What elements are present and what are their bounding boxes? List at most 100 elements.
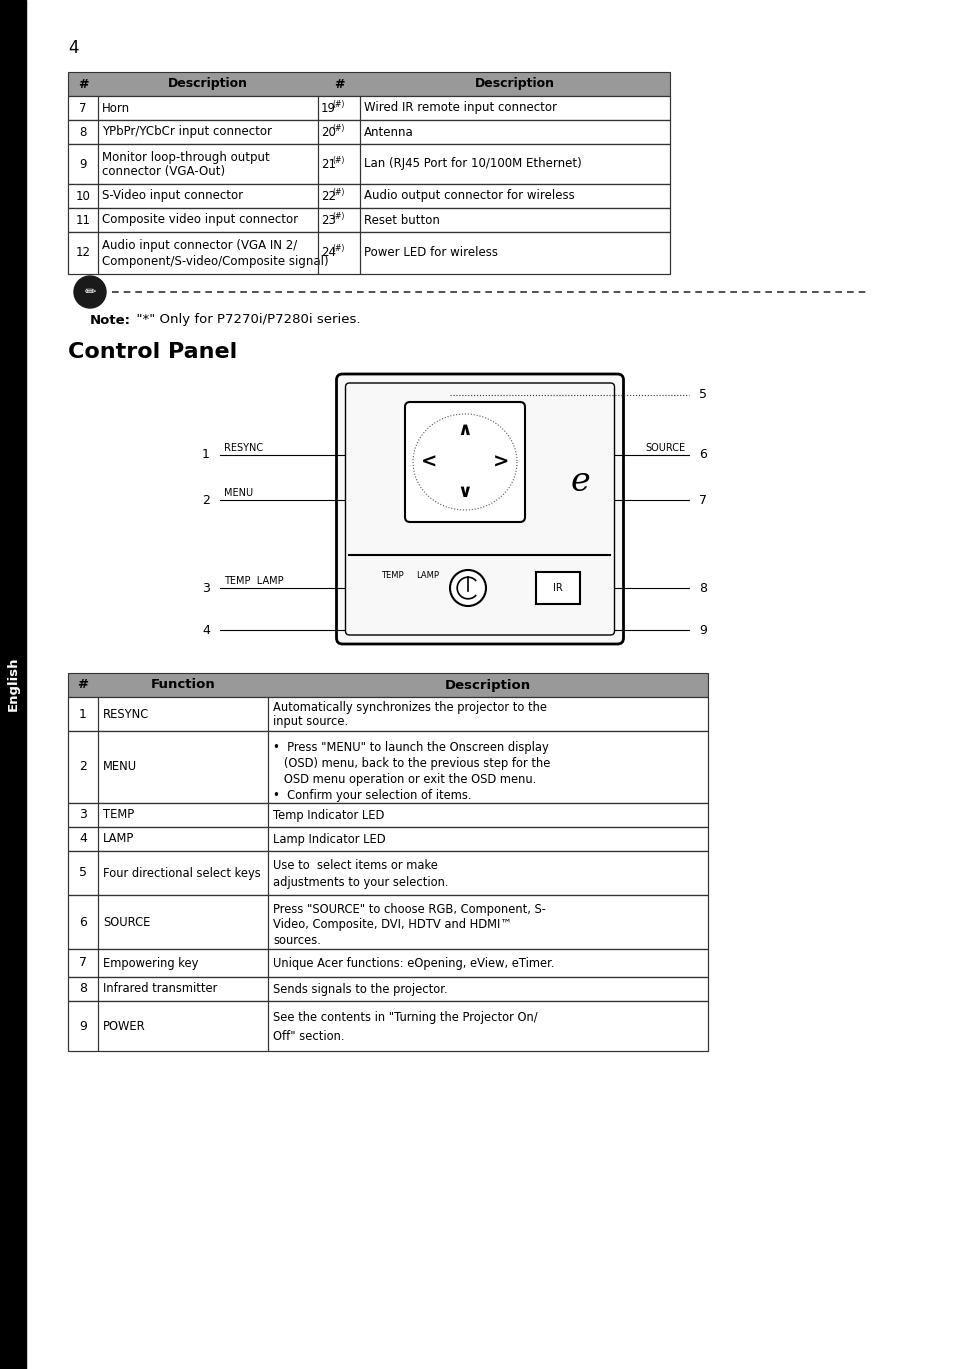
Bar [68,804,707,827]
Bar [68,852,707,895]
Text: ✏: ✏ [84,285,95,298]
Bar [68,208,669,231]
Bar [98,949,268,977]
Bar [359,120,669,144]
Bar [317,96,359,120]
Bar [68,852,98,895]
Text: 19: 19 [320,101,335,115]
Text: <: < [420,453,436,471]
Text: 23: 23 [320,214,335,226]
Text: 9: 9 [79,1020,87,1032]
Bar [536,572,579,604]
Bar [68,183,669,208]
Bar [68,697,98,731]
FancyBboxPatch shape [336,374,623,643]
Bar [68,144,669,183]
FancyBboxPatch shape [405,402,524,522]
Bar [98,804,268,827]
Text: Use to  select items or make: Use to select items or make [273,858,437,872]
Text: LAMP: LAMP [103,832,134,846]
Bar [68,144,98,183]
Text: >: > [493,453,509,471]
Text: •  Press "MENU" to launch the Onscreen display: • Press "MENU" to launch the Onscreen di… [273,741,548,754]
Text: (#): (#) [332,245,344,253]
Bar [68,827,707,852]
Text: 6: 6 [699,449,706,461]
Text: 6: 6 [79,916,87,928]
Text: Four directional select keys: Four directional select keys [103,867,260,879]
Text: #: # [334,78,344,90]
Text: e: e [570,465,589,498]
Bar [359,144,669,183]
Bar [98,96,317,120]
Bar [268,731,707,804]
Bar [268,827,707,852]
Bar [98,852,268,895]
Text: Audio input connector (VGA IN 2/: Audio input connector (VGA IN 2/ [102,240,297,252]
Text: 8: 8 [79,126,87,138]
Bar [68,731,98,804]
Text: 9: 9 [699,623,706,637]
Bar [317,231,359,274]
Text: 7: 7 [79,957,87,969]
Text: Temp Indicator LED: Temp Indicator LED [273,809,384,821]
Bar [68,697,707,731]
Text: Description: Description [475,78,555,90]
Bar [68,1001,98,1051]
Bar [98,697,268,731]
Bar [68,949,98,977]
Bar [317,120,359,144]
Text: 8: 8 [79,983,87,995]
Bar [68,120,669,144]
Bar [68,96,98,120]
Bar [268,895,707,949]
Text: Horn: Horn [102,101,130,115]
Bar [98,1001,268,1051]
Bar [98,827,268,852]
Text: IR: IR [553,583,562,593]
Text: Antenna: Antenna [364,126,414,138]
Text: S-Video input connector: S-Video input connector [102,189,243,203]
Bar [268,697,707,731]
Text: 22: 22 [320,189,335,203]
Text: •  Confirm your selection of items.: • Confirm your selection of items. [273,789,471,802]
Text: Function: Function [151,679,215,691]
Text: Lan (RJ45 Port for 10/100M Ethernet): Lan (RJ45 Port for 10/100M Ethernet) [364,157,581,171]
Text: 4: 4 [79,832,87,846]
Text: 7: 7 [699,493,707,507]
Bar [317,183,359,208]
Text: adjustments to your selection.: adjustments to your selection. [273,876,448,890]
Bar [68,731,707,804]
Bar [68,895,707,949]
Text: Description: Description [444,679,531,691]
Text: connector (VGA-Out): connector (VGA-Out) [102,166,225,178]
Text: Sends signals to the projector.: Sends signals to the projector. [273,983,447,995]
Bar [317,208,359,231]
Bar [68,895,98,949]
Text: See the contents in "Turning the Projector On/: See the contents in "Turning the Project… [273,1010,537,1024]
Circle shape [74,277,106,308]
Text: Lamp Indicator LED: Lamp Indicator LED [273,832,385,846]
Bar [268,949,707,977]
Bar [98,731,268,804]
Text: "*" Only for P7270i/P7280i series.: "*" Only for P7270i/P7280i series. [128,314,360,326]
Text: #: # [77,78,89,90]
Text: 9: 9 [79,157,87,171]
Bar [68,183,98,208]
Text: YPbPr/YCbCr input connector: YPbPr/YCbCr input connector [102,126,272,138]
Text: 24: 24 [320,246,335,260]
Text: Unique Acer functions: eOpening, eView, eTimer.: Unique Acer functions: eOpening, eView, … [273,957,554,969]
Bar [98,183,317,208]
Text: SOURCE: SOURCE [644,444,685,453]
Text: Monitor loop-through output: Monitor loop-through output [102,151,270,164]
Text: TEMP  LAMP: TEMP LAMP [224,576,283,586]
Bar [68,231,98,274]
Bar [68,1001,707,1051]
Text: 8: 8 [699,582,707,594]
Text: Automatically synchronizes the projector to the: Automatically synchronizes the projector… [273,701,546,715]
Bar [268,852,707,895]
Bar [268,804,707,827]
Text: 4: 4 [68,38,78,57]
Text: Component/S-video/Composite signal): Component/S-video/Composite signal) [102,255,328,268]
Text: 3: 3 [202,582,210,594]
